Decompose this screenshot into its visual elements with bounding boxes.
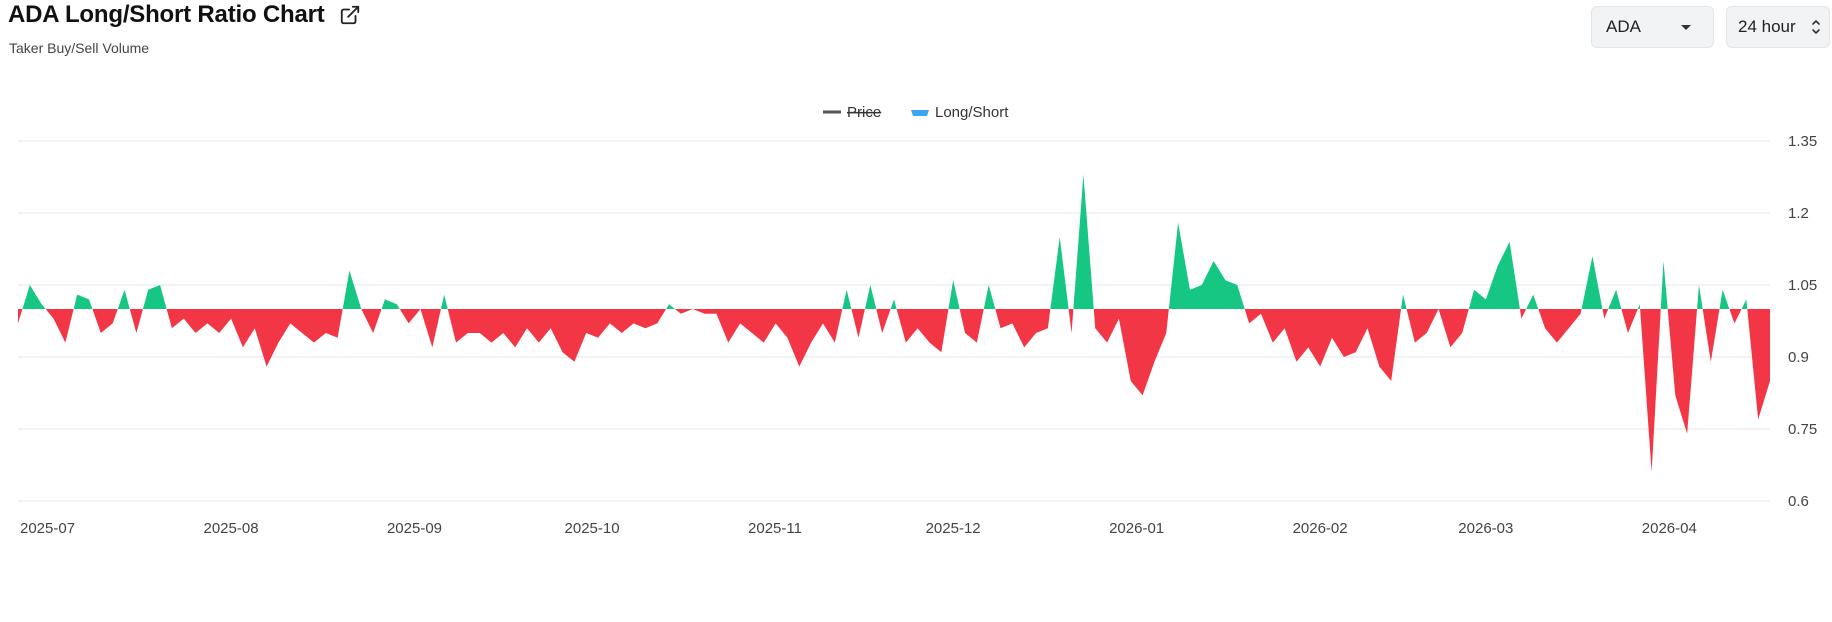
long-area-above-baseline [18,174,1770,309]
coin-select[interactable]: ADA [1591,6,1714,48]
x-tick-label: 2025-08 [203,520,258,537]
x-tick-label: 2026-01 [1109,520,1164,537]
y-tick-label: 1.05 [1788,277,1817,294]
page-subtitle: Taker Buy/Sell Volume [9,40,150,56]
x-axis: 2025-07 2025-08 2025-09 2025-10 2025-11 2025-… [20,520,1697,537]
x-tick-label: 2026-03 [1458,520,1513,537]
page-title: ADA Long/Short Ratio Chart [8,1,325,28]
x-tick-label: 2025-11 [748,520,802,537]
chart-grid [18,140,1770,502]
x-tick-label: 2026-04 [1642,520,1697,537]
legend-item-long-short[interactable]: Long/Short [911,104,1009,121]
chart-areas [18,174,1770,473]
legend-label: Long/Short [935,104,1009,121]
legend-item-price[interactable]: Price [823,104,881,121]
legend-area-swatch [911,110,929,116]
coin-select-value: ADA [1606,17,1641,36]
legend-label: Price [847,104,881,121]
y-axis: 1.35 1.2 1.05 0.9 0.75 0.6 [1788,133,1817,510]
y-tick-label: 0.6 [1788,493,1809,510]
title-row: ADA Long/Short Ratio Chart [8,1,361,29]
x-tick-label: 2025-12 [926,520,981,537]
y-tick-label: 0.75 [1788,421,1817,438]
period-select-value: 24 hour [1738,17,1796,36]
x-tick-label: 2025-09 [387,520,442,537]
x-tick-label: 2026-02 [1293,520,1348,537]
y-tick-label: 0.9 [1788,349,1809,366]
short-area-below-baseline [18,309,1770,473]
period-select[interactable]: 24 hour [1726,6,1830,48]
x-tick-label: 2025-10 [565,520,620,537]
chart-legend: Price Long/Short [823,104,1009,121]
caret-down-icon [1681,25,1691,30]
x-tick-label: 2025-07 [20,520,75,537]
long-short-chart: Price Long/Short 1.35 1.2 1.05 0.9 0.75 0.6 20… [18,104,1817,537]
y-tick-label: 1.35 [1788,133,1817,150]
y-tick-label: 1.2 [1788,205,1809,222]
chevron-up-down-icon [1812,20,1820,34]
external-link-icon[interactable] [339,4,361,26]
